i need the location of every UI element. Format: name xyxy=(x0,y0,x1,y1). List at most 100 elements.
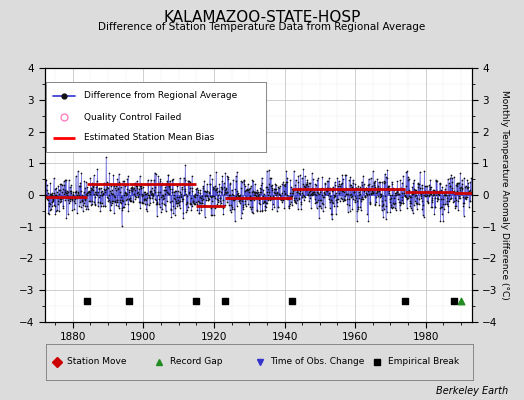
Point xyxy=(224,174,232,180)
Point xyxy=(77,204,85,210)
Point xyxy=(290,197,299,204)
Point xyxy=(190,190,199,197)
Point xyxy=(204,189,213,195)
Point xyxy=(230,196,238,203)
Point xyxy=(327,211,335,217)
Point xyxy=(378,198,387,204)
Point xyxy=(362,184,370,191)
Point xyxy=(50,190,58,196)
Point xyxy=(169,176,177,182)
Point xyxy=(145,194,154,200)
Point xyxy=(355,189,363,195)
Point xyxy=(42,177,50,183)
Point xyxy=(295,196,303,202)
Point xyxy=(374,193,383,200)
Point xyxy=(107,202,115,208)
Point xyxy=(85,189,94,195)
Point xyxy=(392,189,401,195)
Point xyxy=(245,186,253,192)
Point xyxy=(440,189,448,196)
Point xyxy=(137,184,145,191)
Point xyxy=(177,193,185,199)
Point xyxy=(428,194,436,201)
Point xyxy=(347,193,356,200)
Point xyxy=(166,178,174,184)
Point xyxy=(447,188,456,194)
Point xyxy=(239,177,248,183)
Point xyxy=(135,186,143,192)
Point xyxy=(134,194,142,200)
Point xyxy=(191,201,200,207)
Point xyxy=(398,180,406,186)
Point xyxy=(421,192,430,199)
Point xyxy=(312,181,321,188)
Point xyxy=(402,169,410,176)
Point xyxy=(49,197,57,204)
Point xyxy=(184,177,192,184)
Point xyxy=(145,192,153,198)
Point xyxy=(203,181,211,187)
Point xyxy=(300,197,308,203)
Point xyxy=(209,193,217,200)
Point xyxy=(94,194,103,200)
Point xyxy=(412,200,420,206)
Point xyxy=(462,196,470,202)
Point xyxy=(185,189,193,195)
Point xyxy=(241,183,249,189)
Point xyxy=(124,208,133,214)
Point xyxy=(98,200,106,206)
Point xyxy=(179,214,187,221)
Point xyxy=(174,200,182,206)
Point xyxy=(180,174,188,181)
Point xyxy=(270,190,279,196)
Point xyxy=(186,201,194,207)
Point xyxy=(269,201,277,207)
Point xyxy=(399,200,408,207)
Point xyxy=(66,196,74,203)
Point xyxy=(452,197,460,203)
Point xyxy=(352,185,361,191)
Point xyxy=(108,198,116,204)
Point xyxy=(436,204,444,211)
Point xyxy=(195,190,204,196)
Point xyxy=(215,195,224,202)
Point xyxy=(368,190,376,196)
Point xyxy=(386,196,395,202)
Point xyxy=(354,195,363,201)
Point xyxy=(102,181,111,187)
Point xyxy=(299,180,307,187)
Point xyxy=(361,192,369,199)
Point xyxy=(354,206,362,212)
Point xyxy=(131,187,139,194)
Point xyxy=(275,191,283,198)
Point xyxy=(414,201,423,208)
Point xyxy=(442,192,451,198)
Point xyxy=(461,195,469,202)
Point xyxy=(274,204,282,210)
Point xyxy=(291,177,300,183)
Point xyxy=(378,207,386,214)
Point xyxy=(231,218,239,224)
Point xyxy=(303,176,312,183)
Point xyxy=(258,180,266,186)
Point xyxy=(126,195,134,201)
Point xyxy=(454,206,462,213)
Point xyxy=(438,211,446,217)
Point xyxy=(90,191,98,198)
Point xyxy=(192,200,201,207)
Point xyxy=(113,176,122,182)
Point xyxy=(234,192,242,198)
Point xyxy=(313,190,322,196)
Point xyxy=(296,188,304,195)
Point xyxy=(238,206,247,212)
Point xyxy=(435,181,444,187)
Point xyxy=(107,200,116,206)
Point xyxy=(78,197,86,203)
Point xyxy=(389,195,398,202)
Point xyxy=(424,188,432,194)
Point xyxy=(342,185,350,191)
Point xyxy=(283,194,292,201)
Point xyxy=(115,204,124,211)
Point xyxy=(118,206,126,213)
Point xyxy=(333,175,342,182)
